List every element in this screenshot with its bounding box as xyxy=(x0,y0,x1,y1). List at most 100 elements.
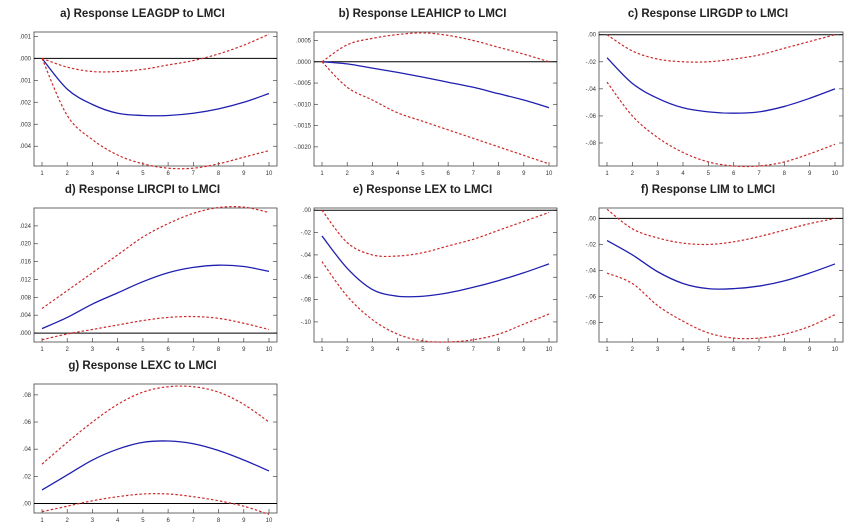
confidence-band-lower xyxy=(321,261,550,343)
x-tick-label: 9 xyxy=(522,347,526,353)
plot-frame xyxy=(33,31,278,167)
y-tick-label: .012 xyxy=(19,277,31,283)
y-tick-label: .00 xyxy=(588,33,597,39)
confidence-band-lower xyxy=(41,493,270,515)
y-tick-label: -.0015 xyxy=(294,124,312,130)
panel-f-chart: .00 -.02 -.04 -.06 -.08 1 2 3 4 5 6 7 8 9 10 xyxy=(586,207,844,353)
y-tick-label: .002 xyxy=(19,100,31,106)
x-tick-label: 10 xyxy=(546,347,553,353)
x-tick-label: 8 xyxy=(217,518,221,524)
y-tick-label: .003 xyxy=(19,122,31,128)
x-tick-label: 2 xyxy=(346,347,350,353)
panel-e: e) Response LEX to LMCI .00 -.02 -.04 -.06 -… xyxy=(280,184,565,354)
x-tick-label: 5 xyxy=(707,171,711,177)
y-tick-label: .001 xyxy=(19,78,31,84)
x-tick-label: 2 xyxy=(631,171,635,177)
x-tick-label: 1 xyxy=(320,347,324,353)
x-tick-label: 5 xyxy=(141,518,145,524)
panel-g-chart: .08 .06 .04 .02 .00 1 2 3 4 5 6 7 8 9 10 xyxy=(23,383,278,524)
confidence-band-upper xyxy=(41,33,270,73)
plot-frame xyxy=(598,207,844,343)
panel-c-title: c) Response LIRGDP to LMCI xyxy=(627,8,789,20)
panel-a-chart: .001 .000 .001 .002 .003 .004 1 2 3 4 5 6 7 8 9 10 xyxy=(19,31,278,177)
x-tick-label: 4 xyxy=(116,171,120,177)
y-tick-label: -.0005 xyxy=(294,81,312,87)
panel-g: g) Response LEXC to LMCI .08 .06 .04 .02 .00… xyxy=(0,360,285,525)
x-tick-label: 4 xyxy=(681,171,685,177)
plot-frame xyxy=(33,383,278,514)
panel-c-chart: .00 -.02 -.04 -.06 -.08 1 2 3 4 5 6 7 8 9 10 xyxy=(586,31,844,177)
y-tick-label: -.06 xyxy=(586,114,597,120)
x-tick-label: 8 xyxy=(783,347,787,353)
confidence-band-lower xyxy=(321,61,550,165)
y-tick-label: -.02 xyxy=(586,242,597,248)
x-tick-label: 8 xyxy=(497,171,501,177)
y-tick-label: .004 xyxy=(19,144,31,150)
x-tick-label: 6 xyxy=(732,171,736,177)
x-tick-label: 1 xyxy=(320,171,324,177)
response-line xyxy=(606,239,836,290)
x-tick-label: 1 xyxy=(605,171,609,177)
y-tick-label: .06 xyxy=(23,420,32,426)
x-tick-label: 4 xyxy=(396,347,400,353)
panel-b-title: b) Response LEAHICP to LMCI xyxy=(338,8,507,20)
x-tick-label: 5 xyxy=(141,171,145,177)
plot-frame xyxy=(313,31,558,167)
x-tick-label: 5 xyxy=(141,347,145,353)
x-tick-label: 3 xyxy=(656,171,660,177)
x-tick-label: 5 xyxy=(707,347,711,353)
x-tick-label: 8 xyxy=(217,171,221,177)
y-tick-label: .00 xyxy=(588,216,597,222)
y-tick-label: -.06 xyxy=(301,275,312,281)
x-tick-label: 10 xyxy=(266,171,273,177)
x-tick-label: 2 xyxy=(66,347,70,353)
y-tick-label: -.08 xyxy=(586,141,597,147)
y-tick-label: .0005 xyxy=(296,39,312,45)
y-tick-label: .020 xyxy=(19,242,31,248)
confidence-band-upper xyxy=(321,209,550,258)
confidence-band-upper xyxy=(321,32,550,63)
x-tick-label: 6 xyxy=(166,347,170,353)
x-tick-label: 5 xyxy=(421,347,425,353)
y-tick-label: -.0020 xyxy=(294,145,312,151)
x-tick-label: 4 xyxy=(396,171,400,177)
x-tick-label: 8 xyxy=(497,347,501,353)
x-tick-label: 4 xyxy=(116,518,120,524)
x-tick-label: 9 xyxy=(242,171,246,177)
x-tick-label: 10 xyxy=(266,347,273,353)
x-tick-label: 3 xyxy=(91,347,95,353)
y-tick-label: -.08 xyxy=(586,320,597,326)
y-tick-label: .04 xyxy=(23,447,32,453)
x-tick-label: 8 xyxy=(217,347,221,353)
x-tick-label: 10 xyxy=(266,518,273,524)
panel-g-title: g) Response LEXC to LMCI xyxy=(68,360,217,372)
x-tick-label: 1 xyxy=(40,171,44,177)
response-line xyxy=(321,235,550,298)
x-tick-label: 10 xyxy=(546,171,553,177)
x-tick-label: 5 xyxy=(421,171,425,177)
x-tick-label: 6 xyxy=(166,518,170,524)
response-line xyxy=(41,440,270,491)
panel-b: b) Response LEAHICP to LMCI .0005 .0000 -.… xyxy=(280,8,565,178)
x-tick-label: 6 xyxy=(732,347,736,353)
x-tick-label: 8 xyxy=(783,171,787,177)
y-tick-label: -.06 xyxy=(586,294,597,300)
panel-d: d) Response LIRCPI to LMCI .024 .020 .016.… xyxy=(0,184,285,354)
x-tick-label: 3 xyxy=(91,171,95,177)
panel-d-chart: .024 .020 .016 .012 .008 .004 .000 1 2 3 4 5 6 7 8 9 10 xyxy=(19,206,278,353)
x-tick-label: 9 xyxy=(242,347,246,353)
y-tick-label: -.04 xyxy=(586,87,597,93)
x-tick-label: 3 xyxy=(91,518,95,524)
y-tick-label: .004 xyxy=(19,313,31,319)
x-tick-label: 2 xyxy=(631,347,635,353)
x-tick-label: 1 xyxy=(40,518,44,524)
x-tick-label: 7 xyxy=(757,347,761,353)
panel-f: f) Response LIM to LMCI .00 -.02 -.04 -.06 -… xyxy=(565,184,851,354)
confidence-band-lower xyxy=(606,272,836,340)
plot-frame xyxy=(598,31,844,167)
y-tick-label: .000 xyxy=(19,331,31,337)
x-tick-label: 9 xyxy=(522,171,526,177)
panel-e-title: e) Response LEX to LMCI xyxy=(352,184,493,196)
panel-b-chart: .0005 .0000 -.0005 -.0010 -.0015 -.0020 1 2 3 4 5 6… xyxy=(294,31,558,177)
response-line xyxy=(606,57,836,114)
